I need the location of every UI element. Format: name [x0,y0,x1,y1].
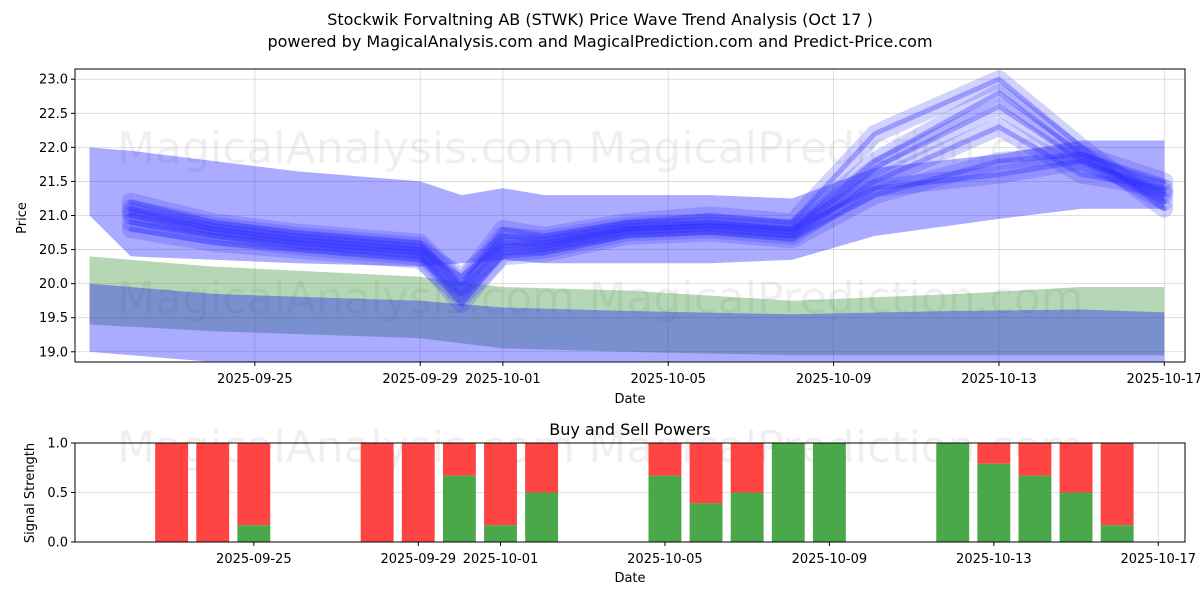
price-y-tick-label: 19.0 [39,345,68,360]
wave-ribbon [121,97,1174,303]
signal-x-tick-label: 2025-10-13 [956,552,1032,567]
buy-power-bar [977,463,1011,542]
sell-power-bar [237,443,271,526]
sell-power-bar [1100,443,1134,526]
price-panel: MagicalAnalysis.com MagicalPrediction.co… [15,68,1200,407]
wave-line [128,151,1167,300]
sell-power-bar [1059,443,1093,493]
sell-power-bar [648,443,682,476]
buy-power-bar [525,492,559,542]
watermark: MagicalAnalysis.com [117,273,575,324]
sell-power-bar [360,443,394,542]
price-y-tick-label: 20.5 [39,243,68,258]
price-y-tick-label: 22.5 [39,107,68,122]
signal-x-tick-label: 2025-10-05 [627,552,703,567]
buy-power-bar [484,525,517,542]
sell-power-bar [689,443,723,504]
wave-line [128,124,1167,307]
watermark: MagicalPrediction.com [589,273,1084,324]
wave-ribbon [121,145,1174,307]
buy-power-bar [237,525,271,542]
signal-x-tick-label: 2025-10-01 [463,552,539,567]
price-x-tick-label: 2025-10-13 [961,372,1037,387]
signal-axis-label: Signal Strength [23,443,38,543]
price-x-tick-label: 2025-10-01 [465,372,541,387]
wave-line [128,104,1167,297]
buy-power-bar [730,492,764,542]
signal-x-tick-label: 2025-09-29 [380,552,456,567]
wave-line [128,90,1167,290]
signal-y-tick-label: 1.0 [47,437,68,452]
band-upper-wave-envelope [89,140,1165,267]
sell-power-bar [977,443,1011,464]
wave-line [128,76,1167,287]
signal-x-tick-label: 2025-09-25 [216,552,292,567]
price-x-tick-label: 2025-09-25 [217,372,293,387]
wave-line [128,158,1167,280]
sell-power-bar [401,443,435,542]
sell-power-bar [442,443,476,476]
sell-power-bar [196,443,230,542]
sell-power-bar [155,443,189,542]
price-x-axis-label: Date [614,392,645,407]
sell-power-bar [525,443,559,493]
band-lower-blue-band [89,283,1165,362]
signal-x-axis-label: Date [614,571,645,586]
watermark: MagicalPrediction.com [589,123,1084,174]
signal-chart-title: Buy and Sell Powers [549,420,711,439]
buy-power-bar [936,443,970,542]
signal-panel: Buy and Sell Powers MagicalAnalysis.com … [23,420,1196,586]
wave-ribbon [121,70,1174,293]
band-lower-green-band [89,256,1165,356]
price-x-tick-label: 2025-09-29 [382,372,458,387]
price-y-tick-label: 21.5 [39,175,68,190]
signal-y-tick-label: 0.0 [47,536,68,551]
price-y-tick-label: 19.5 [39,311,68,326]
sell-power-bar [1018,443,1052,476]
wave-ribbon [121,83,1174,296]
sell-power-bar [730,443,764,493]
price-x-tick-label: 2025-10-17 [1127,372,1200,387]
buy-power-bar [1059,492,1093,542]
price-x-tick-label: 2025-10-05 [630,372,706,387]
price-axis-label: Price [15,202,30,234]
buy-power-bar [812,443,846,542]
signal-x-tick-label: 2025-10-17 [1120,552,1196,567]
signal-y-tick-label: 0.5 [47,486,68,501]
buy-power-bar [1100,525,1134,542]
chart-title: Stockwik Forvaltning AB (STWK) Price Wav… [327,10,873,29]
watermark: MagicalAnalysis.com [117,123,575,174]
signal-x-tick-label: 2025-10-09 [792,552,868,567]
sell-power-bar [484,443,517,526]
buy-power-bar [1018,475,1052,542]
buy-power-bar [442,475,476,542]
chart-subtitle: powered by MagicalAnalysis.com and Magic… [267,32,932,51]
wave-ribbon [121,117,1174,314]
price-y-tick-label: 21.0 [39,209,68,224]
price-y-tick-label: 23.0 [39,73,68,88]
wave-ribbon [121,152,1174,286]
buy-power-bar [771,443,805,542]
buy-power-bar [648,475,682,542]
price-y-tick-label: 22.0 [39,141,68,156]
buy-power-bar [689,503,723,542]
price-x-tick-label: 2025-10-09 [796,372,872,387]
price-y-tick-label: 20.0 [39,277,68,292]
